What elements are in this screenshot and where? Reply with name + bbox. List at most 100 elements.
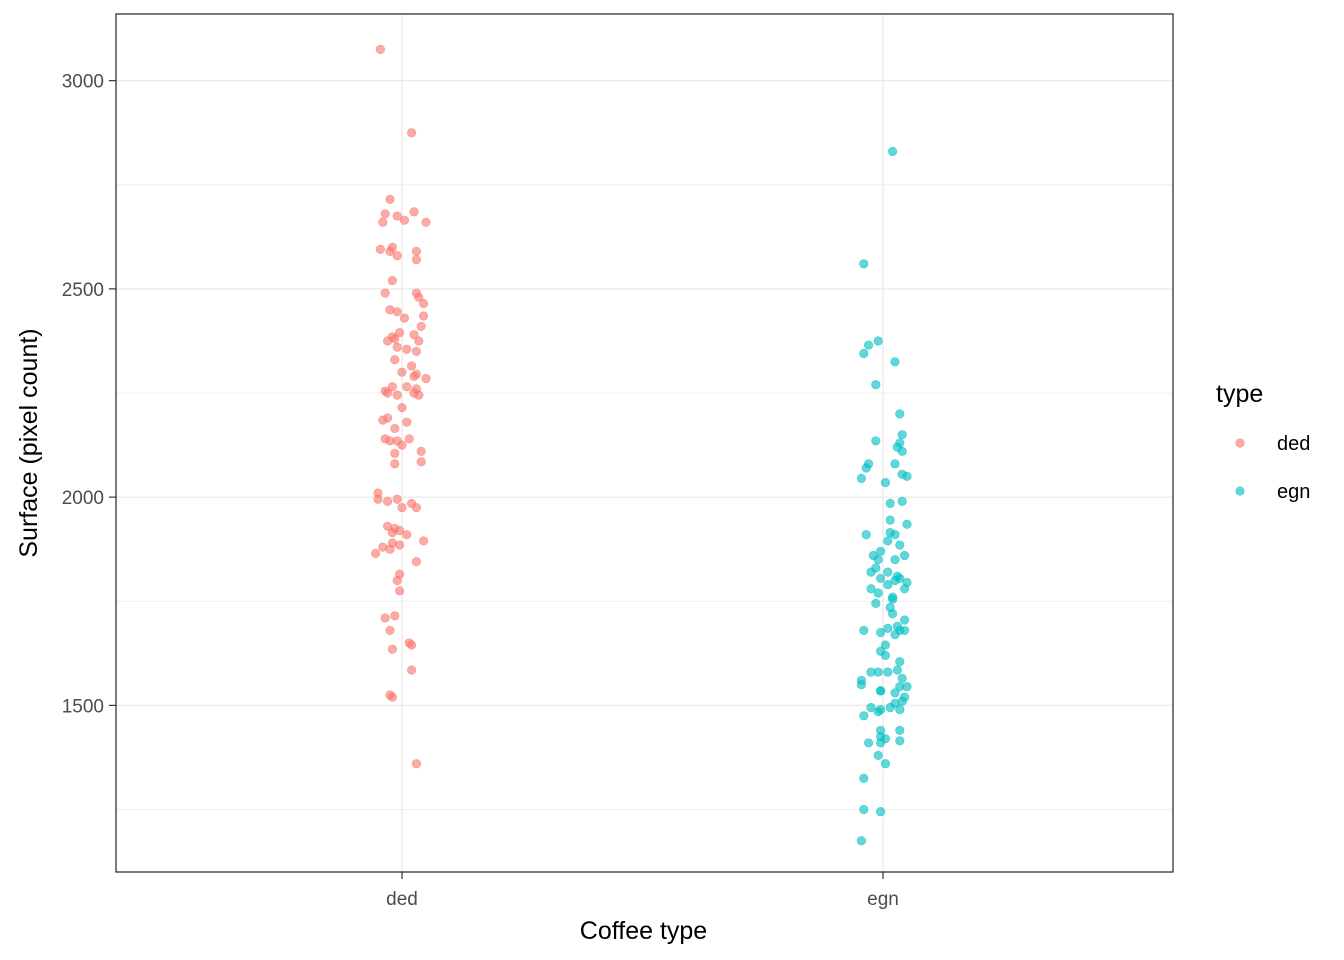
- axes: 1500 2000 2500 3000 ded egn: [62, 72, 899, 910]
- data-point-ded: [397, 440, 407, 450]
- data-point-egn: [883, 580, 893, 590]
- data-point-egn: [895, 725, 905, 735]
- data-point-ded: [390, 611, 400, 621]
- data-point-ded: [385, 246, 395, 257]
- data-point-egn: [895, 438, 905, 448]
- data-point-egn: [875, 546, 886, 556]
- data-point-ded: [414, 390, 424, 400]
- y-tick-label: 1500: [62, 696, 104, 717]
- data-points: [371, 44, 912, 846]
- data-point-egn: [902, 682, 912, 692]
- data-point-ded: [419, 298, 429, 309]
- data-point-ded: [373, 494, 383, 504]
- data-point-egn: [883, 623, 893, 633]
- data-point-egn: [856, 473, 867, 484]
- data-point-egn: [887, 146, 898, 157]
- legend-title: type: [1216, 380, 1263, 408]
- data-point-ded: [383, 496, 393, 506]
- data-point-egn: [859, 625, 869, 636]
- data-point-egn: [871, 598, 881, 608]
- data-point-egn: [875, 807, 886, 817]
- data-point-ded: [411, 246, 422, 257]
- data-point-ded: [397, 402, 407, 413]
- data-point-egn: [897, 446, 907, 456]
- plot-panel-border: [115, 13, 1174, 873]
- data-point-ded: [416, 457, 426, 467]
- data-point-egn: [861, 530, 871, 540]
- data-point-egn: [859, 348, 869, 359]
- data-point-egn: [861, 463, 871, 473]
- data-point-egn: [873, 667, 883, 677]
- data-point-ded: [392, 211, 402, 221]
- x-tick-label: ded: [386, 889, 418, 910]
- data-point-egn: [873, 336, 883, 346]
- data-point-egn: [880, 759, 891, 769]
- data-point-ded: [395, 328, 405, 338]
- data-point-egn: [899, 615, 910, 625]
- data-point-ded: [402, 344, 412, 354]
- data-point-ded: [385, 194, 395, 204]
- data-point-ded: [411, 502, 422, 513]
- data-point-egn: [897, 673, 907, 683]
- legend-key-egn: [1235, 486, 1245, 496]
- data-point-ded: [390, 423, 400, 434]
- data-point-egn: [873, 707, 883, 717]
- data-point-egn: [895, 573, 905, 583]
- data-point-egn: [859, 804, 869, 815]
- data-point-egn: [895, 409, 905, 419]
- data-point-egn: [890, 555, 900, 565]
- data-point-egn: [895, 540, 905, 550]
- data-point-ded: [414, 292, 424, 302]
- data-point-egn: [883, 567, 893, 577]
- data-point-ded: [385, 625, 395, 636]
- data-point-egn: [890, 688, 900, 698]
- data-point-egn: [897, 430, 907, 440]
- data-point-ded: [409, 330, 419, 340]
- data-point-egn: [880, 477, 891, 488]
- data-point-ded: [387, 527, 398, 538]
- legend-key-ded: [1235, 438, 1245, 448]
- y-tick-label: 3000: [62, 72, 104, 93]
- data-point-ded: [383, 388, 393, 398]
- data-point-egn: [871, 380, 881, 390]
- data-point-ded: [392, 494, 402, 504]
- data-point-ded: [375, 44, 386, 55]
- data-point-ded: [383, 413, 393, 423]
- data-point-egn: [890, 459, 900, 469]
- data-point-egn: [895, 736, 905, 746]
- legend-label-egn: egn: [1277, 481, 1310, 503]
- data-point-ded: [378, 217, 388, 227]
- data-point-ded: [390, 448, 400, 459]
- data-point-ded: [421, 217, 431, 227]
- data-point-ded: [380, 613, 390, 623]
- x-axis-title: Coffee type: [580, 917, 707, 945]
- data-point-egn: [885, 702, 895, 713]
- data-point-egn: [895, 704, 905, 715]
- data-point-ded: [387, 692, 398, 702]
- data-point-egn: [885, 515, 895, 525]
- data-point-ded: [419, 536, 429, 546]
- y-axis-title: Surface (pixel count): [15, 328, 43, 557]
- data-point-ded: [397, 367, 407, 377]
- data-point-ded: [414, 336, 424, 346]
- data-point-ded: [402, 417, 412, 427]
- data-point-ded: [380, 288, 390, 298]
- data-point-egn: [880, 640, 891, 650]
- data-point-ded: [390, 355, 400, 365]
- data-point-egn: [859, 259, 869, 269]
- data-point-egn: [883, 667, 893, 677]
- data-point-egn: [899, 625, 910, 636]
- data-point-egn: [880, 650, 891, 661]
- data-point-ded: [409, 371, 419, 381]
- data-point-ded: [411, 346, 422, 356]
- data-point-ded: [390, 459, 400, 469]
- data-point-ded: [416, 446, 426, 456]
- data-point-egn: [873, 750, 883, 760]
- data-point-egn: [890, 629, 900, 640]
- data-point-ded: [387, 275, 398, 286]
- data-point-egn: [890, 357, 900, 367]
- data-point-ded: [409, 207, 419, 217]
- data-point-egn: [895, 657, 905, 667]
- data-point-ded: [397, 502, 407, 513]
